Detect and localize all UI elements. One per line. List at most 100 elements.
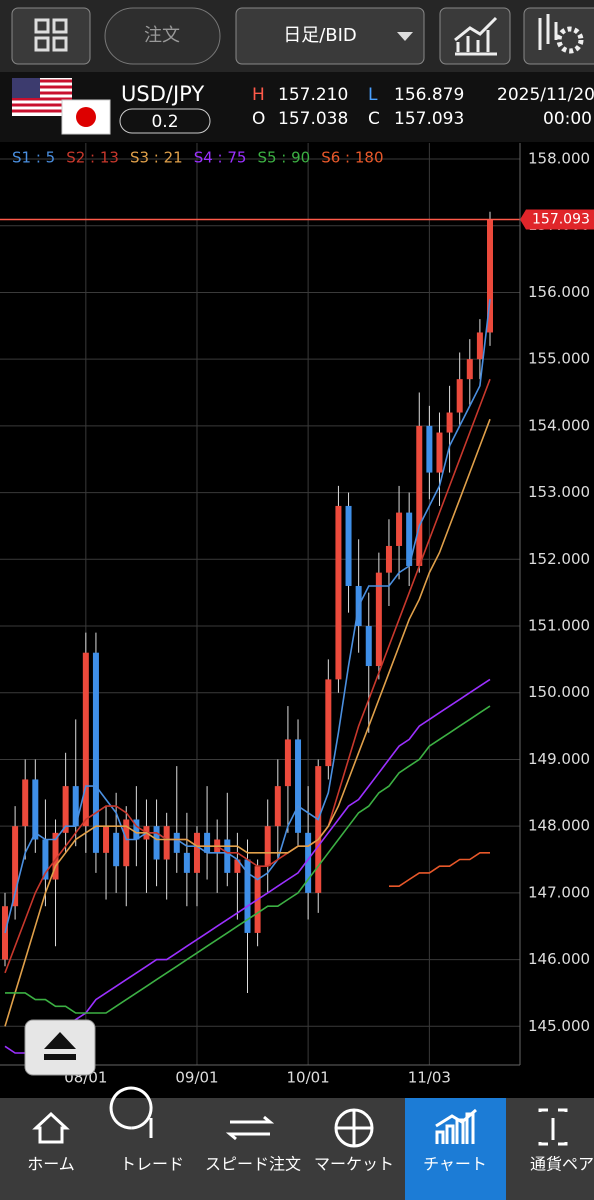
nav-label[interactable]: マーケット	[314, 1155, 394, 1174]
candle-body	[92, 652, 99, 853]
settings-button[interactable]	[523, 7, 594, 65]
icon	[34, 18, 50, 34]
last-price-label: 157.093	[532, 212, 590, 228]
candle-body	[42, 839, 49, 880]
date: 2025/11/20	[497, 85, 594, 105]
y-tick-label: 151.000	[528, 617, 590, 635]
low-value: 156.879	[394, 85, 464, 105]
flag-canton	[12, 78, 40, 98]
candle-body	[183, 852, 190, 873]
nav-icon	[225, 1115, 275, 1141]
chart-area	[0, 142, 594, 1098]
time: 00:00	[543, 109, 592, 129]
candle-body	[305, 832, 312, 893]
button-frame	[439, 7, 511, 65]
close-label: C	[368, 109, 380, 129]
candle-body	[406, 512, 413, 566]
layout-button[interactable]	[11, 7, 91, 65]
candle-body	[2, 906, 8, 960]
x-tick-label: 09/01	[175, 1069, 218, 1087]
nav-icon	[32, 1111, 70, 1144]
icon	[538, 14, 558, 50]
candle-body	[204, 832, 211, 853]
chart-type-button[interactable]	[439, 7, 511, 65]
collapse-button[interactable]	[24, 1019, 96, 1076]
timeframe-dropdown[interactable]: 日足/BID	[235, 7, 425, 65]
nav-label[interactable]: ホーム	[27, 1155, 75, 1174]
legend-entry: S1 : 5	[12, 149, 55, 167]
nav-label[interactable]: スピード注文	[205, 1155, 301, 1174]
icon	[34, 36, 50, 52]
nav-icon	[109, 1086, 153, 1138]
eject-icon	[44, 1032, 76, 1060]
ma-line	[389, 852, 490, 887]
button-label: 注文	[144, 25, 180, 46]
spread-pill	[119, 108, 211, 134]
candle-body	[123, 819, 130, 867]
high-value: 157.210	[278, 85, 348, 105]
us-flag	[12, 78, 72, 116]
button-frame	[104, 7, 221, 65]
icon	[52, 36, 68, 52]
legend-entry: S6 : 180	[321, 149, 383, 167]
y-tick-label: 155.000	[528, 350, 590, 368]
nav-label[interactable]: チャート	[423, 1155, 487, 1174]
order-button[interactable]: 注文	[104, 7, 221, 65]
close-value: 157.093	[394, 109, 464, 129]
x-tick-label: 11/03	[408, 1069, 451, 1087]
candle-body	[456, 379, 463, 413]
y-tick-label: 148.000	[528, 817, 590, 835]
button-frame	[235, 7, 425, 65]
open-value: 157.038	[278, 109, 348, 129]
overlay: S1 : 5 S2 : 13 S3 : 21 S4 : 75 S5 : 90 S6 : 1…	[0, 149, 594, 230]
candle-body	[426, 425, 433, 473]
candle-body	[385, 545, 392, 573]
high-label: H	[252, 85, 265, 105]
candle-body	[193, 832, 200, 873]
candle-body	[325, 679, 332, 767]
y-tick-label: 145.000	[528, 1017, 590, 1035]
candle-body	[264, 826, 271, 867]
candle-body	[32, 779, 39, 840]
ma-line	[4, 378, 491, 974]
y-tick-label: 152.000	[528, 550, 590, 568]
candle-body	[284, 739, 291, 787]
nav-icon	[334, 1108, 374, 1148]
icon	[454, 16, 498, 56]
candle-body	[113, 832, 120, 867]
y-tick-label: 154.000	[528, 416, 590, 434]
y-tick-label: 150.000	[528, 683, 590, 701]
plot	[2, 211, 493, 1054]
candle-body	[476, 332, 483, 360]
y-tick-label: 158.000	[528, 150, 590, 168]
ma-line	[4, 418, 491, 1027]
candle-body	[22, 779, 29, 827]
y-tick-label: 149.000	[528, 750, 590, 768]
candle-body	[365, 626, 372, 667]
y-tick-label: 146.000	[528, 950, 590, 968]
legend-entry: S5 : 90	[257, 149, 310, 167]
candle-body	[173, 832, 180, 853]
icon	[52, 18, 68, 34]
open-label: O	[252, 109, 265, 129]
icon	[556, 26, 584, 54]
candle-body	[436, 432, 443, 473]
x-tick-label: 10/01	[287, 1069, 330, 1087]
nav-label[interactable]: トレード	[120, 1155, 184, 1174]
candle-body	[224, 839, 231, 873]
nav-icon	[538, 1108, 568, 1146]
flag-sun	[76, 107, 96, 127]
candle-body	[446, 412, 453, 433]
flag-stripes	[12, 79, 72, 113]
legend-entry: S4 : 75	[194, 149, 247, 167]
nav-label[interactable]: 通貨ペア	[530, 1155, 594, 1174]
button-frame	[11, 7, 91, 65]
active-tab	[405, 1098, 506, 1200]
candle-body	[133, 819, 140, 840]
candle-body	[315, 766, 322, 893]
y-tick-label: 156.000	[528, 283, 590, 301]
candle-body	[244, 859, 251, 933]
symbol: USD/JPY	[121, 82, 204, 106]
candle-body	[487, 219, 493, 333]
candle-body	[62, 786, 69, 833]
